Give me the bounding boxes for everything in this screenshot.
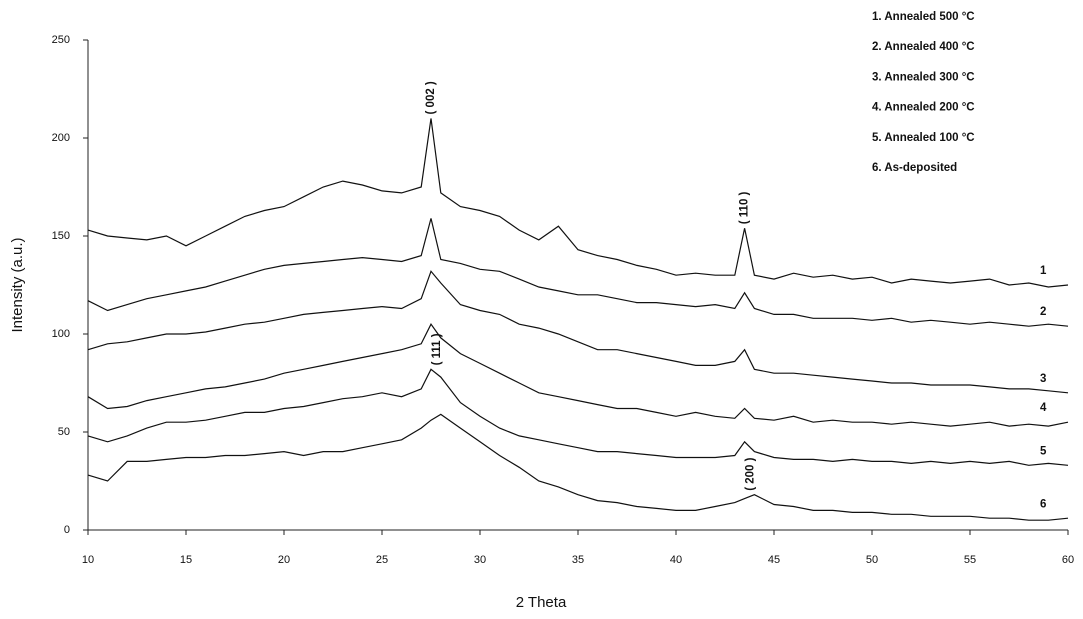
x-tick-label: 10 — [82, 554, 94, 566]
y-tick-label: 50 — [58, 426, 70, 438]
series-line — [87, 218, 1069, 327]
series-line — [87, 413, 1069, 521]
legend-entry: 4. Annealed 200 °C — [872, 102, 975, 114]
peak-annotation: ( 200 ) — [745, 457, 757, 490]
x-axis-label: 2 Theta — [516, 594, 567, 611]
series-end-label: 6 — [1040, 498, 1046, 510]
y-axis-label: Intensity (a.u.) — [9, 237, 26, 332]
series-line — [87, 368, 1069, 466]
x-tick-label: 20 — [278, 554, 290, 566]
peak-annotation: ( 110 ) — [739, 191, 751, 224]
x-tick-label: 55 — [964, 554, 976, 566]
y-tick-label: 250 — [52, 34, 70, 46]
legend-entry: 3. Annealed 300 °C — [872, 71, 975, 83]
x-tick-label: 60 — [1062, 554, 1074, 566]
x-tick-label: 50 — [866, 554, 878, 566]
series-line — [87, 270, 1069, 394]
legend-entry: 2. Annealed 400 °C — [872, 41, 975, 53]
legend-entry: 1. Annealed 500 °C — [872, 11, 975, 23]
series-end-label: 1 — [1040, 265, 1047, 277]
series-end-label: 4 — [1040, 402, 1047, 414]
x-tick-label: 40 — [670, 554, 682, 566]
series-end-label: 3 — [1040, 373, 1046, 385]
x-tick-label: 15 — [180, 554, 192, 566]
series-line — [87, 323, 1069, 427]
series-end-label: 5 — [1040, 445, 1047, 457]
y-tick-label: 150 — [52, 230, 70, 242]
x-tick-label: 25 — [376, 554, 388, 566]
series-line — [87, 118, 1069, 288]
legend-entry: 5. Annealed 100 °C — [872, 132, 975, 144]
series-end-label: 2 — [1040, 306, 1046, 318]
peak-annotation: ( 111 ) — [431, 333, 443, 365]
x-tick-label: 35 — [572, 554, 584, 566]
x-tick-label: 30 — [474, 554, 486, 566]
x-tick-label: 45 — [768, 554, 780, 566]
legend-entry: 6. As-deposited — [872, 162, 957, 174]
y-tick-label: 0 — [64, 524, 70, 536]
y-tick-label: 200 — [52, 132, 70, 144]
y-tick-label: 100 — [52, 328, 70, 340]
peak-annotation: ( 002 ) — [425, 81, 437, 114]
